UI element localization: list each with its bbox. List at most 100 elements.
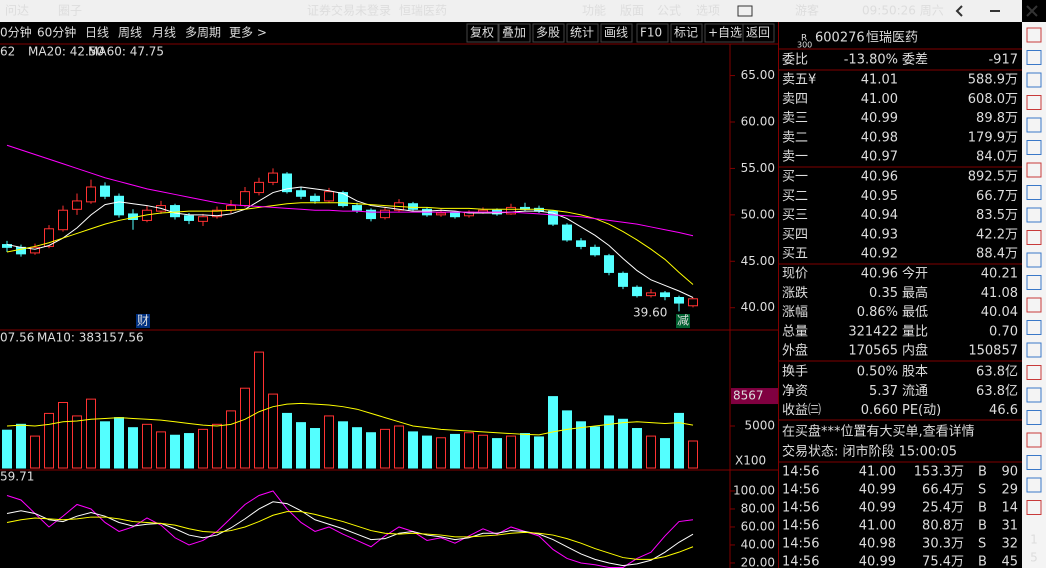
field-label: 涨跌 xyxy=(782,285,808,301)
trade-price: 41.00 xyxy=(859,519,896,534)
tool-button[interactable] xyxy=(532,23,565,43)
period-tab[interactable]: 月线 xyxy=(152,26,176,40)
volume-bar xyxy=(366,432,376,469)
tool-label[interactable]: 统计 xyxy=(570,26,594,40)
sidebar-icon[interactable] xyxy=(1026,477,1042,493)
candle-body xyxy=(72,200,82,210)
order-level: 卖一 xyxy=(782,150,808,165)
sidebar-icon[interactable] xyxy=(1026,95,1042,110)
period-tab[interactable]: 60分钟 xyxy=(37,25,76,40)
period-tab[interactable]: 日线 xyxy=(85,26,109,40)
field-value: 0.70 xyxy=(989,324,1018,339)
sidebar-icon[interactable] xyxy=(1026,117,1042,133)
menu-item[interactable]: 圈子 xyxy=(58,4,82,18)
volume-bar xyxy=(58,401,68,469)
sidebar-icon[interactable] xyxy=(1026,207,1042,223)
candle-body xyxy=(58,209,68,231)
sidebar-icon[interactable] xyxy=(1026,252,1042,268)
tool-label[interactable]: F10 xyxy=(640,26,662,40)
candle-body xyxy=(450,212,460,218)
volume-bar xyxy=(86,398,96,469)
big-order-notice[interactable]: 在买盘***位置有大买单,查看详情 xyxy=(782,424,975,440)
sidebar-icon[interactable] xyxy=(1026,140,1042,155)
y-tick-label: 50.00 xyxy=(741,207,775,221)
volume-bar xyxy=(100,421,110,469)
volume-bar xyxy=(590,426,600,469)
tool-label[interactable]: 复权 xyxy=(470,26,494,40)
trade-volume: 30.3万 xyxy=(922,537,964,552)
marker-box xyxy=(731,388,778,405)
back-button[interactable] xyxy=(955,5,963,17)
tool-label[interactable]: 叠加 xyxy=(502,26,526,40)
sidebar-icon[interactable] xyxy=(1026,365,1042,380)
sidebar-icon[interactable] xyxy=(1026,185,1042,200)
candle-body xyxy=(576,240,586,247)
sidebar-icon[interactable] xyxy=(1026,320,1042,335)
field-value: 0.35 xyxy=(869,286,898,301)
tool-button[interactable] xyxy=(566,23,599,43)
tool-button[interactable] xyxy=(670,23,703,43)
menu-item[interactable]: 问达 xyxy=(5,4,29,18)
field-label: 内盘 xyxy=(902,343,928,359)
field-label: 涨幅 xyxy=(782,305,808,320)
sidebar-icon[interactable] xyxy=(1026,275,1042,290)
sidebar-icon[interactable] xyxy=(1026,162,1042,178)
sidebar-icon[interactable] xyxy=(1026,432,1042,448)
tool-button[interactable] xyxy=(498,23,531,43)
tool-button[interactable] xyxy=(600,23,633,43)
tool-label[interactable]: 画线 xyxy=(604,26,628,40)
y-tick-label: 20.00 xyxy=(741,555,775,568)
order-level: 卖四 xyxy=(782,92,808,107)
field-value: 0.660 xyxy=(861,403,898,418)
volume-bar xyxy=(520,433,530,469)
field-label: 外盘 xyxy=(782,343,808,359)
sidebar-icon[interactable] xyxy=(1026,72,1042,88)
field-value: 40.21 xyxy=(981,267,1018,282)
sidebar-icon[interactable] xyxy=(1026,297,1042,313)
sidebar-icon[interactable] xyxy=(1026,410,1042,425)
sidebar-icon[interactable] xyxy=(1026,27,1042,43)
volume-bar xyxy=(128,427,138,469)
tool-button[interactable] xyxy=(742,23,775,43)
sidebar-icon[interactable] xyxy=(1026,387,1042,403)
volume-bar xyxy=(604,415,614,469)
mail-icon[interactable] xyxy=(737,5,753,17)
field-value: 150857 xyxy=(968,344,1018,359)
tool-label[interactable]: +自选 xyxy=(708,26,742,40)
order-level: 买五 xyxy=(782,247,808,262)
trade-side: B xyxy=(978,555,987,568)
menu-item[interactable]: 版面 xyxy=(620,4,644,18)
tool-label[interactable]: 返回 xyxy=(746,26,770,40)
sidebar-icon[interactable] xyxy=(1026,342,1042,358)
tool-label[interactable]: 多股 xyxy=(536,26,560,40)
candle-body xyxy=(268,172,278,183)
trade-count: 31 xyxy=(1001,519,1018,534)
period-tab[interactable]: 多周期 xyxy=(185,26,221,40)
sidebar-icon[interactable] xyxy=(1026,500,1042,515)
sidebar-icon[interactable] xyxy=(1026,455,1042,470)
menu-item[interactable]: 公式 xyxy=(657,4,681,18)
candle-body xyxy=(86,186,96,203)
volume-bar xyxy=(156,431,166,469)
sidebar-icon[interactable] xyxy=(1026,50,1042,65)
candle-body xyxy=(408,203,418,210)
menu-item[interactable]: 选项 xyxy=(696,4,720,18)
close-button[interactable] xyxy=(1026,5,1038,17)
candle-body xyxy=(324,191,334,202)
trade-volume: 25.4万 xyxy=(922,501,964,516)
tool-label[interactable]: 标记 xyxy=(674,26,698,40)
y-tick-label: 45.00 xyxy=(741,254,775,268)
tool-button[interactable] xyxy=(466,23,499,43)
tool-button[interactable] xyxy=(636,23,669,43)
volume-bar xyxy=(310,428,320,469)
candle-body xyxy=(30,246,40,254)
menu-item[interactable]: 功能 xyxy=(582,4,606,18)
sidebar-icon[interactable] xyxy=(1026,230,1042,245)
field-value: 40.96 xyxy=(861,267,898,282)
field-value: 40.04 xyxy=(981,305,1018,320)
period-tab[interactable]: 0分钟 xyxy=(0,25,32,40)
candle-body xyxy=(632,286,642,297)
y-tick-label: 5000 xyxy=(744,419,775,433)
period-tab[interactable]: 更多 > xyxy=(229,26,267,40)
period-tab[interactable]: 周线 xyxy=(118,26,142,40)
